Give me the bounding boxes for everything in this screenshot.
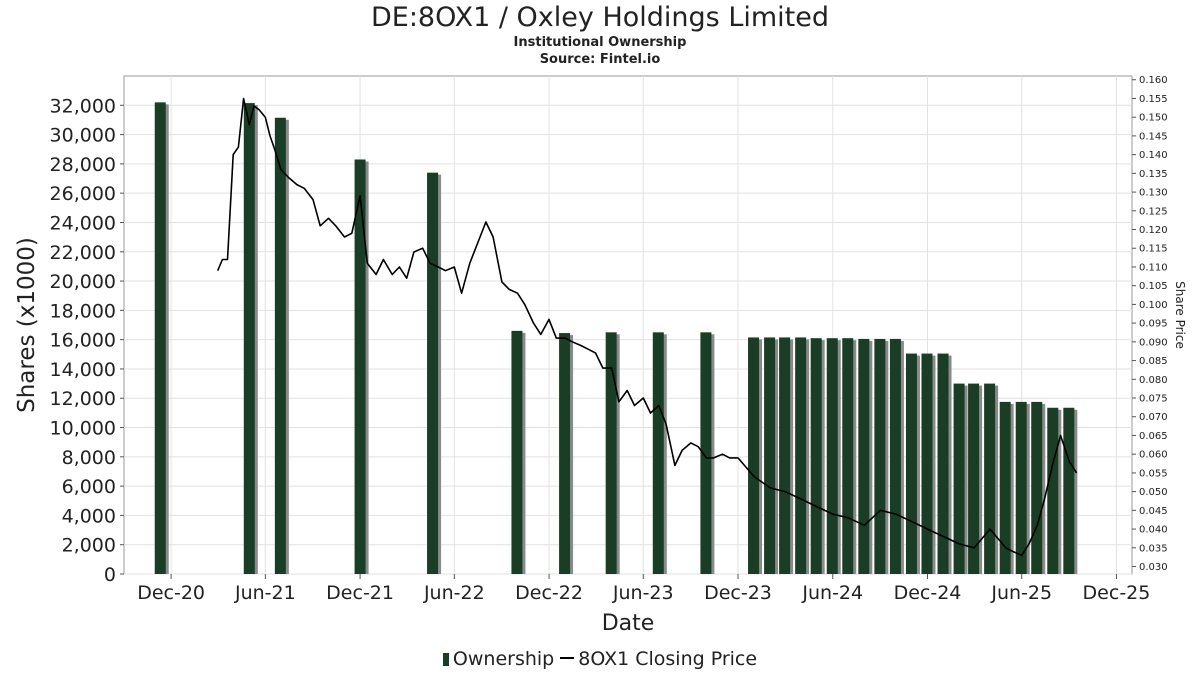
y2-tick-label: 0.040: [1139, 525, 1168, 536]
ownership-bar: [984, 383, 996, 574]
x-tick-label: Dec-25: [1083, 582, 1151, 604]
ownership-bar: [1063, 407, 1075, 574]
y-tick-label: 18,000: [50, 300, 116, 322]
y-tick-label: 12,000: [50, 388, 116, 410]
y2-tick-label: 0.065: [1139, 431, 1168, 442]
x-axis-label: Date: [602, 611, 655, 636]
ownership-bar: [921, 353, 933, 574]
y2-tick-label: 0.150: [1139, 113, 1168, 124]
y2-tick-label: 0.120: [1139, 225, 1168, 236]
x-tick-label: Dec-21: [326, 582, 394, 604]
ownership-bar: [810, 338, 822, 574]
y2-tick-label: 0.140: [1139, 150, 1168, 161]
y2-tick-label: 0.060: [1139, 450, 1168, 461]
y-tick-label: 4,000: [62, 505, 116, 527]
ownership-bar: [511, 330, 523, 574]
y2-tick-label: 0.160: [1139, 75, 1168, 86]
y-tick-label: 20,000: [50, 271, 116, 293]
ownership-bar: [1047, 407, 1059, 574]
ownership-bar: [889, 338, 901, 574]
y2-tick-label: 0.145: [1139, 131, 1168, 142]
chart-legend: Ownership 8OX1 Closing Price: [0, 648, 1200, 670]
ownership-bar: [858, 338, 870, 574]
y2-tick-label: 0.115: [1139, 244, 1168, 255]
ownership-bar: [764, 337, 776, 574]
y2-tick-label: 0.100: [1139, 300, 1168, 311]
ownership-bar: [1031, 401, 1043, 574]
y2-tick-label: 0.135: [1139, 169, 1168, 180]
ownership-bar: [826, 338, 838, 574]
y-tick-label: 32,000: [50, 95, 116, 117]
ownership-bar: [154, 102, 166, 574]
y2-tick-label: 0.070: [1139, 412, 1168, 423]
y2-tick-label: 0.155: [1139, 94, 1168, 105]
y-tick-label: 10,000: [50, 418, 116, 440]
legend-price-label: 8OX1 Closing Price: [578, 648, 758, 670]
chart-subtitle: Institutional Ownership: [513, 35, 687, 50]
ownership-bar: [748, 337, 760, 574]
ownership-bar: [274, 117, 286, 575]
y2-tick-label: 0.085: [1139, 356, 1168, 367]
chart-title: DE:8OX1 / Oxley Holdings Limited: [370, 2, 830, 33]
x-tick-label: Dec-24: [894, 582, 962, 604]
y-tick-label: 16,000: [50, 330, 116, 352]
ownership-bar: [874, 338, 886, 574]
ownership-bar: [905, 353, 917, 574]
ownership-bar: [968, 383, 980, 574]
legend-price-swatch: [560, 657, 575, 659]
ownership-bar: [953, 383, 965, 574]
y2-tick-label: 0.045: [1139, 506, 1168, 517]
y-tick-label: 30,000: [50, 125, 116, 147]
ownership-bar: [937, 353, 949, 574]
x-tick-label: Dec-23: [704, 582, 772, 604]
x-tick-label: Jun-21: [234, 582, 296, 604]
ownership-bar: [427, 172, 439, 574]
y2-tick-label: 0.105: [1139, 281, 1168, 292]
y-tick-label: 0: [104, 564, 116, 586]
price-line: [216, 97, 1078, 557]
y-tick-label: 28,000: [50, 154, 116, 176]
ownership-bar: [795, 337, 807, 574]
y-tick-label: 22,000: [50, 242, 116, 264]
y2-tick-label: 0.080: [1139, 375, 1168, 386]
ownership-bar: [243, 103, 255, 575]
ownership-bar: [559, 333, 571, 574]
x-tick-label: Dec-20: [137, 582, 205, 604]
ownership-bar: [605, 332, 617, 574]
ownership-bar: [700, 332, 712, 574]
y-tick-label: 8,000: [62, 447, 116, 469]
y-tick-label: 26,000: [50, 183, 116, 205]
x-tick-label: Jun-25: [990, 582, 1052, 604]
y2-tick-label: 0.055: [1139, 468, 1168, 479]
x-tick-label: Jun-22: [423, 582, 485, 604]
x-tick-label: Jun-24: [801, 582, 863, 604]
chart-source: Source: Fintel.io: [539, 52, 661, 67]
y-tick-label: 24,000: [50, 212, 116, 234]
ownership-bar: [999, 401, 1011, 574]
legend-ownership-swatch: [442, 653, 449, 666]
y2-tick-label: 0.125: [1139, 206, 1168, 217]
y2-tick-label: 0.110: [1139, 262, 1168, 273]
ownership-bar: [354, 159, 366, 575]
ownership-bar: [779, 337, 791, 574]
y2-tick-label: 0.075: [1139, 394, 1168, 405]
y-tick-label: 6,000: [62, 476, 116, 498]
y-tick-label: 14,000: [50, 359, 116, 381]
legend-ownership-label: Ownership: [452, 648, 555, 670]
y2-tick-label: 0.035: [1139, 543, 1168, 554]
ownership-bar: [652, 332, 664, 574]
y-axis-label: Shares (x1000): [14, 237, 40, 413]
ownership-bar: [1015, 401, 1027, 574]
x-tick-label: Dec-22: [515, 582, 583, 604]
y2-tick-label: 0.095: [1139, 319, 1168, 330]
y2-tick-label: 0.130: [1139, 188, 1168, 199]
y2-axis-label: Share Price: [1173, 281, 1187, 349]
y-tick-label: 2,000: [62, 535, 116, 557]
y2-tick-label: 0.090: [1139, 337, 1168, 348]
ownership-bar: [842, 338, 854, 574]
x-tick-label: Jun-23: [612, 582, 674, 604]
y2-tick-label: 0.030: [1139, 562, 1168, 573]
y2-tick-label: 0.050: [1139, 487, 1168, 498]
